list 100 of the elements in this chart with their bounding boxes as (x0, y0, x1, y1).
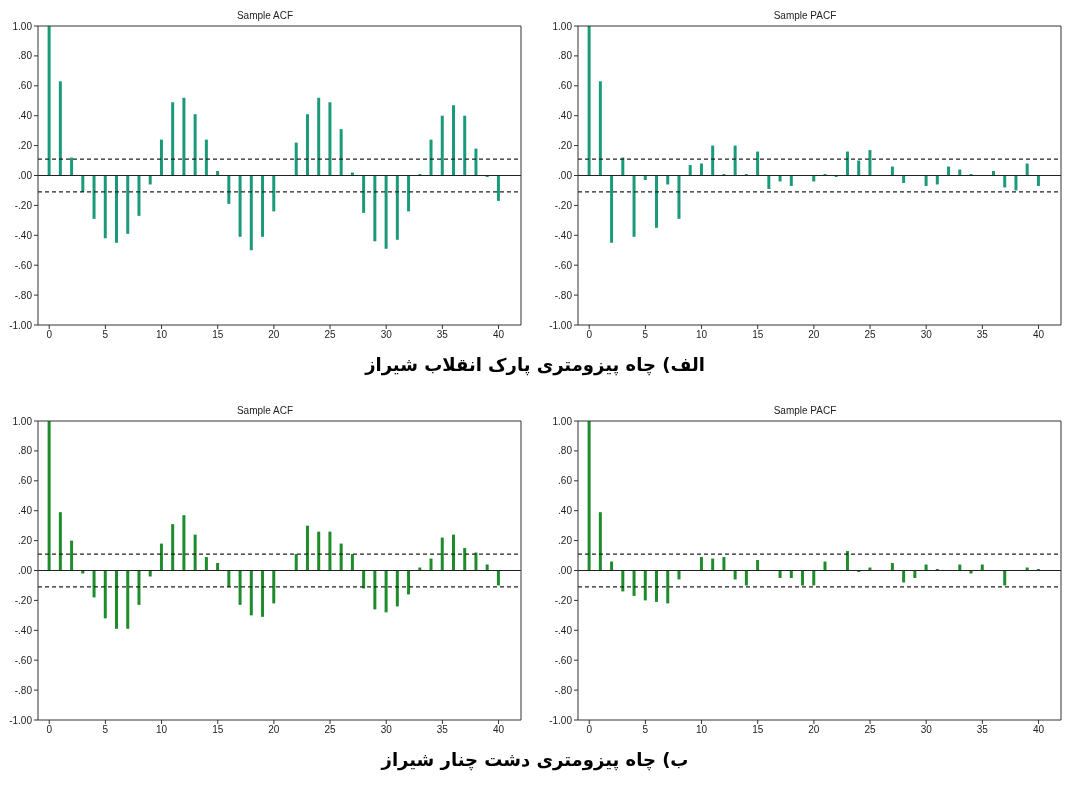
bar (384, 175, 388, 249)
y-tick-label: -.20 (554, 199, 573, 211)
bar (58, 81, 62, 176)
y-tick-label: 1.00 (12, 415, 33, 427)
bar (137, 175, 141, 216)
y-tick-label: .40 (558, 110, 573, 122)
x-tick-label: 40 (1032, 724, 1045, 736)
text: الف) چاه پیزومتری پارک انقلاب شیراز (365, 354, 705, 375)
bar (317, 531, 321, 571)
x-tick-label: 5 (642, 329, 649, 341)
y-tick-label: -.40 (14, 624, 33, 636)
x-tick-label: 10 (696, 724, 708, 736)
x-tick-label: 35 (436, 329, 449, 341)
bar (249, 175, 253, 251)
bar (632, 175, 636, 237)
bar (58, 512, 62, 571)
bar (137, 570, 141, 605)
x-tick-label: 40 (492, 724, 505, 736)
chart-title: Sample ACF (235, 10, 295, 21)
x-tick-label: 30 (380, 329, 393, 341)
bar (587, 421, 591, 571)
bar (103, 570, 107, 619)
bar (429, 139, 433, 176)
y-tick-label: -.40 (554, 229, 573, 241)
x-tick-label: 40 (1032, 329, 1045, 341)
bar (1036, 175, 1040, 186)
text: ب) چاه پیزومتری دشت چنار شیراز (381, 749, 689, 770)
x-tick-label: 30 (920, 329, 933, 341)
bar (711, 558, 715, 571)
x-tick-label: 20 (808, 329, 820, 341)
bar (1003, 175, 1007, 188)
x-tick-label: 35 (976, 329, 989, 341)
y-tick-label: -.20 (14, 594, 33, 606)
bar (261, 570, 265, 617)
x-tick-label: 20 (808, 724, 820, 736)
bar (193, 534, 197, 571)
bar (655, 570, 659, 602)
bar (92, 570, 96, 598)
y-tick-label: .60 (18, 80, 33, 92)
x-tick-label: 25 (324, 329, 337, 341)
x-tick-label: 10 (156, 724, 168, 736)
bar (204, 557, 208, 571)
bar (598, 81, 602, 176)
bar (317, 97, 321, 176)
y-tick-label: -.80 (14, 289, 33, 301)
x-tick-label: 15 (752, 724, 764, 736)
bar (1003, 570, 1007, 586)
bar (845, 151, 849, 176)
y-tick-label: .00 (558, 170, 573, 182)
bar (70, 157, 74, 176)
y-tick-label: .40 (558, 505, 573, 517)
bar (902, 570, 906, 583)
bar (294, 554, 298, 571)
bar (429, 558, 433, 571)
bar (395, 175, 399, 240)
bar (643, 570, 647, 601)
y-tick-label: .40 (18, 110, 33, 122)
bar (632, 570, 636, 596)
x-tick-label: 10 (156, 329, 168, 341)
x-tick-label: 0 (586, 329, 593, 341)
x-tick-label: 5 (102, 329, 109, 341)
y-tick-label: .00 (18, 565, 33, 577)
bar (699, 163, 703, 176)
x-tick-label: 40 (492, 329, 505, 341)
x-tick-label: 15 (752, 329, 764, 341)
bar (126, 570, 130, 629)
bar (756, 151, 760, 176)
y-tick-label: 1.00 (552, 20, 573, 32)
chart-title: Sample ACF (235, 405, 295, 416)
bar (688, 165, 692, 176)
bar (496, 175, 500, 201)
bar (182, 515, 186, 571)
bar (812, 570, 816, 586)
bar (294, 142, 298, 176)
x-tick-label: 5 (642, 724, 649, 736)
y-tick-label: .80 (558, 445, 573, 457)
bar (204, 139, 208, 176)
bar (305, 525, 309, 571)
y-tick-label: .80 (18, 445, 33, 457)
bar (767, 175, 771, 189)
bar (699, 557, 703, 571)
bar (47, 26, 51, 176)
x-tick-label: 0 (46, 329, 53, 341)
bar (868, 150, 872, 176)
bar (272, 175, 276, 212)
y-tick-label: -.20 (554, 594, 573, 606)
y-tick-label: .20 (558, 140, 573, 152)
y-tick-label: .60 (558, 80, 573, 92)
bar (305, 114, 309, 176)
bar (924, 175, 928, 186)
bar (350, 554, 354, 571)
bar (249, 570, 253, 616)
bar (496, 570, 500, 586)
y-tick-label: .40 (18, 505, 33, 517)
bar (238, 175, 242, 237)
bar (182, 97, 186, 176)
bar (1025, 163, 1029, 176)
bar (328, 531, 332, 571)
x-tick-label: 10 (696, 329, 708, 341)
bar (126, 175, 130, 234)
